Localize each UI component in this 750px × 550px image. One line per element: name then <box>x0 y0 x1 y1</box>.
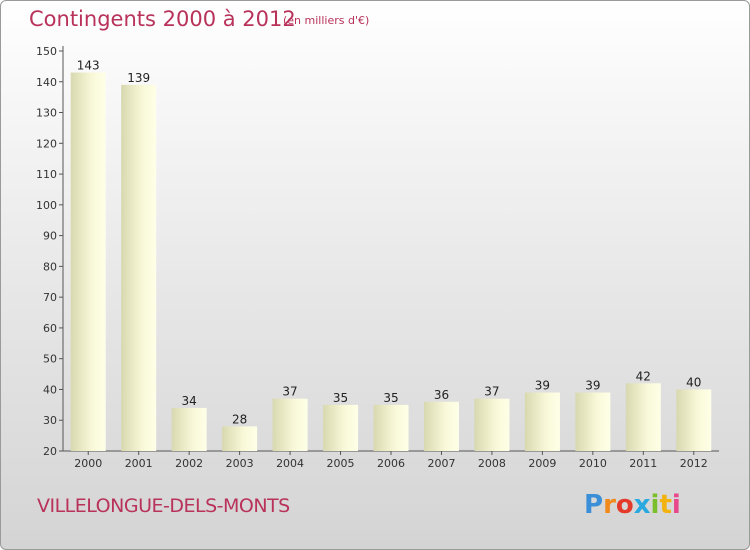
bar <box>625 383 661 451</box>
y-tick-label: 70 <box>43 291 57 304</box>
x-tick-label: 2007 <box>427 457 455 470</box>
commune-name: VILLELONGUE-DELS-MONTS <box>37 495 290 517</box>
bar <box>524 392 560 451</box>
bar <box>423 401 459 451</box>
x-tick-label: 2005 <box>327 457 355 470</box>
data-label: 40 <box>686 375 701 389</box>
y-tick-label: 130 <box>36 107 57 120</box>
data-label: 143 <box>77 59 100 73</box>
x-tick-label: 2012 <box>680 457 708 470</box>
data-label: 28 <box>232 412 247 426</box>
bar <box>70 72 106 452</box>
y-tick-label: 30 <box>43 414 57 427</box>
bar <box>676 389 712 451</box>
y-tick-label: 100 <box>36 199 57 212</box>
bar <box>272 398 308 451</box>
data-label: 35 <box>333 391 348 405</box>
y-tick-label: 40 <box>43 383 57 396</box>
y-tick-label: 90 <box>43 230 57 243</box>
bar <box>171 407 207 451</box>
chart-subtitle: (en milliers d'€) <box>283 14 370 27</box>
data-label: 39 <box>535 379 550 393</box>
y-tick-label: 120 <box>36 137 57 150</box>
y-tick-label: 60 <box>43 322 57 335</box>
x-tick-label: 2008 <box>478 457 506 470</box>
data-label: 39 <box>585 379 600 393</box>
x-tick-label: 2010 <box>579 457 607 470</box>
y-tick-label: 150 <box>36 45 57 58</box>
data-label: 34 <box>182 394 197 408</box>
x-tick-label: 2000 <box>74 457 102 470</box>
bar <box>121 84 157 451</box>
bar <box>323 404 359 451</box>
proxiti-logo[interactable]: Proxiti <box>584 490 681 520</box>
data-label: 36 <box>434 388 449 402</box>
data-label: 35 <box>383 391 398 405</box>
y-tick-label: 50 <box>43 353 57 366</box>
data-label: 37 <box>484 385 499 399</box>
bar <box>474 398 510 451</box>
x-tick-label: 2003 <box>226 457 254 470</box>
bar <box>373 404 409 451</box>
x-tick-label: 2006 <box>377 457 405 470</box>
x-tick-label: 2009 <box>528 457 556 470</box>
data-label: 37 <box>282 385 297 399</box>
y-tick-label: 140 <box>36 76 57 89</box>
bar <box>575 392 611 451</box>
y-tick-label: 80 <box>43 260 57 273</box>
x-tick-label: 2002 <box>175 457 203 470</box>
x-tick-label: 2011 <box>629 457 657 470</box>
data-label: 42 <box>636 369 651 383</box>
chart-title: Contingents 2000 à 2012 <box>29 7 296 31</box>
bar <box>222 426 258 451</box>
y-tick-label: 110 <box>36 168 57 181</box>
data-label: 139 <box>127 71 150 85</box>
x-tick-label: 2001 <box>125 457 153 470</box>
y-tick-label: 20 <box>43 445 57 458</box>
x-tick-label: 2004 <box>276 457 304 470</box>
